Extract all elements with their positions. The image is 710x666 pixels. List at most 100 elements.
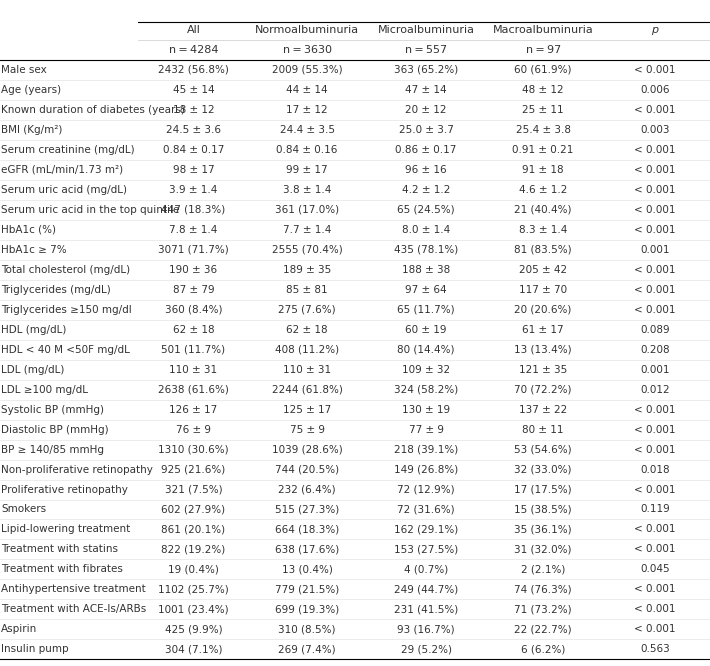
Text: < 0.001: < 0.001 — [634, 424, 676, 435]
Text: 361 (17.0%): 361 (17.0%) — [275, 204, 339, 215]
Text: 0.001: 0.001 — [640, 364, 670, 375]
Text: 25.4 ± 3.8: 25.4 ± 3.8 — [515, 125, 571, 135]
Text: 0.006: 0.006 — [640, 85, 670, 95]
Text: n = 3630: n = 3630 — [283, 45, 332, 55]
Text: 19 (0.4%): 19 (0.4%) — [168, 564, 219, 575]
Text: 4 (0.7%): 4 (0.7%) — [404, 564, 448, 575]
Text: 205 ± 42: 205 ± 42 — [519, 264, 567, 275]
Text: n = 97: n = 97 — [525, 45, 561, 55]
Text: Diastolic BP (mmHg): Diastolic BP (mmHg) — [1, 424, 109, 435]
Text: Total cholesterol (mg/dL): Total cholesterol (mg/dL) — [1, 264, 131, 275]
Text: 2432 (56.8%): 2432 (56.8%) — [158, 65, 229, 75]
Text: 31 (32.0%): 31 (32.0%) — [515, 544, 572, 555]
Text: Insulin pump: Insulin pump — [1, 644, 69, 655]
Text: LDL ≥100 mg/dL: LDL ≥100 mg/dL — [1, 384, 89, 395]
Text: 189 ± 35: 189 ± 35 — [283, 264, 331, 275]
Text: 779 (21.5%): 779 (21.5%) — [275, 584, 339, 595]
Text: 4.2 ± 1.2: 4.2 ± 1.2 — [402, 184, 450, 195]
Text: < 0.001: < 0.001 — [634, 604, 676, 615]
Text: 360 (8.4%): 360 (8.4%) — [165, 304, 222, 315]
Text: < 0.001: < 0.001 — [634, 484, 676, 495]
Text: 2638 (61.6%): 2638 (61.6%) — [158, 384, 229, 395]
Text: 13 (0.4%): 13 (0.4%) — [282, 564, 332, 575]
Text: < 0.001: < 0.001 — [634, 264, 676, 275]
Text: < 0.001: < 0.001 — [634, 65, 676, 75]
Text: 1001 (23.4%): 1001 (23.4%) — [158, 604, 229, 615]
Text: 65 (24.5%): 65 (24.5%) — [397, 204, 455, 215]
Text: 435 (78.1%): 435 (78.1%) — [394, 244, 458, 255]
Text: LDL (mg/dL): LDL (mg/dL) — [1, 364, 65, 375]
Text: 149 (26.8%): 149 (26.8%) — [394, 464, 458, 475]
Text: 44 ± 14: 44 ± 14 — [286, 85, 328, 95]
Text: 0.208: 0.208 — [640, 344, 670, 355]
Text: Treatment with fibrates: Treatment with fibrates — [1, 564, 124, 575]
Text: 109 ± 32: 109 ± 32 — [402, 364, 450, 375]
Text: 0.012: 0.012 — [640, 384, 670, 395]
Text: 71 (73.2%): 71 (73.2%) — [514, 604, 572, 615]
Text: Serum uric acid (mg/dL): Serum uric acid (mg/dL) — [1, 184, 127, 195]
Text: 3.9 ± 1.4: 3.9 ± 1.4 — [169, 184, 218, 195]
Text: 190 ± 36: 190 ± 36 — [170, 264, 217, 275]
Text: 76 ± 9: 76 ± 9 — [176, 424, 211, 435]
Text: 0.089: 0.089 — [640, 324, 670, 335]
Text: 188 ± 38: 188 ± 38 — [402, 264, 450, 275]
Text: 62 ± 18: 62 ± 18 — [173, 324, 214, 335]
Text: < 0.001: < 0.001 — [634, 444, 676, 455]
Text: 17 (17.5%): 17 (17.5%) — [514, 484, 572, 495]
Text: Age (years): Age (years) — [1, 85, 62, 95]
Text: < 0.001: < 0.001 — [634, 404, 676, 415]
Text: 53 (54.6%): 53 (54.6%) — [514, 444, 572, 455]
Text: 110 ± 31: 110 ± 31 — [283, 364, 331, 375]
Text: 304 (7.1%): 304 (7.1%) — [165, 644, 222, 655]
Text: 501 (11.7%): 501 (11.7%) — [161, 344, 226, 355]
Text: HbA1c (%): HbA1c (%) — [1, 224, 56, 235]
Text: 80 ± 11: 80 ± 11 — [523, 424, 564, 435]
Text: 0.045: 0.045 — [640, 564, 670, 575]
Text: < 0.001: < 0.001 — [634, 224, 676, 235]
Text: < 0.001: < 0.001 — [634, 204, 676, 215]
Text: 74 (76.3%): 74 (76.3%) — [514, 584, 572, 595]
Text: Aspirin: Aspirin — [1, 624, 38, 635]
Text: 72 (31.6%): 72 (31.6%) — [397, 504, 455, 515]
Text: 110 ± 31: 110 ± 31 — [170, 364, 217, 375]
Text: Non-proliferative retinopathy: Non-proliferative retinopathy — [1, 464, 153, 475]
Text: Antihypertensive treatment: Antihypertensive treatment — [1, 584, 146, 595]
Text: 861 (20.1%): 861 (20.1%) — [161, 524, 226, 535]
Text: 65 (11.7%): 65 (11.7%) — [397, 304, 455, 315]
Text: 137 ± 22: 137 ± 22 — [519, 404, 567, 415]
Text: 7.7 ± 1.4: 7.7 ± 1.4 — [283, 224, 332, 235]
Text: 231 (41.5%): 231 (41.5%) — [394, 604, 458, 615]
Text: 664 (18.3%): 664 (18.3%) — [275, 524, 339, 535]
Text: 45 ± 14: 45 ± 14 — [173, 85, 214, 95]
Text: 47 ± 14: 47 ± 14 — [405, 85, 447, 95]
Text: 2009 (55.3%): 2009 (55.3%) — [272, 65, 342, 75]
Text: 515 (27.3%): 515 (27.3%) — [275, 504, 339, 515]
Text: 8.0 ± 1.4: 8.0 ± 1.4 — [402, 224, 450, 235]
Text: 98 ± 17: 98 ± 17 — [173, 165, 214, 175]
Text: 91 ± 18: 91 ± 18 — [523, 165, 564, 175]
Text: 4.6 ± 1.2: 4.6 ± 1.2 — [519, 184, 567, 195]
Text: < 0.001: < 0.001 — [634, 304, 676, 315]
Text: 232 (6.4%): 232 (6.4%) — [278, 484, 336, 495]
Text: < 0.001: < 0.001 — [634, 544, 676, 555]
Text: 18 ± 12: 18 ± 12 — [173, 105, 214, 115]
Text: Proliferative retinopathy: Proliferative retinopathy — [1, 484, 129, 495]
Text: 62 ± 18: 62 ± 18 — [286, 324, 328, 335]
Text: 80 (14.4%): 80 (14.4%) — [398, 344, 454, 355]
Text: 2244 (61.8%): 2244 (61.8%) — [272, 384, 342, 395]
Text: 25.0 ± 3.7: 25.0 ± 3.7 — [398, 125, 454, 135]
Text: 447 (18.3%): 447 (18.3%) — [161, 204, 226, 215]
Text: 321 (7.5%): 321 (7.5%) — [165, 484, 222, 495]
Text: < 0.001: < 0.001 — [634, 105, 676, 115]
Text: Treatment with ACE-Is/ARBs: Treatment with ACE-Is/ARBs — [1, 604, 147, 615]
Text: 96 ± 16: 96 ± 16 — [405, 165, 447, 175]
Text: Triglycerides (mg/dL): Triglycerides (mg/dL) — [1, 284, 111, 295]
Text: 0.001: 0.001 — [640, 244, 670, 255]
Text: 97 ± 64: 97 ± 64 — [405, 284, 447, 295]
Text: 35 (36.1%): 35 (36.1%) — [514, 524, 572, 535]
Text: n = 4284: n = 4284 — [169, 45, 218, 55]
Text: 638 (17.6%): 638 (17.6%) — [275, 544, 339, 555]
Text: 2 (2.1%): 2 (2.1%) — [521, 564, 565, 575]
Text: 0.018: 0.018 — [640, 464, 670, 475]
Text: 99 ± 17: 99 ± 17 — [286, 165, 328, 175]
